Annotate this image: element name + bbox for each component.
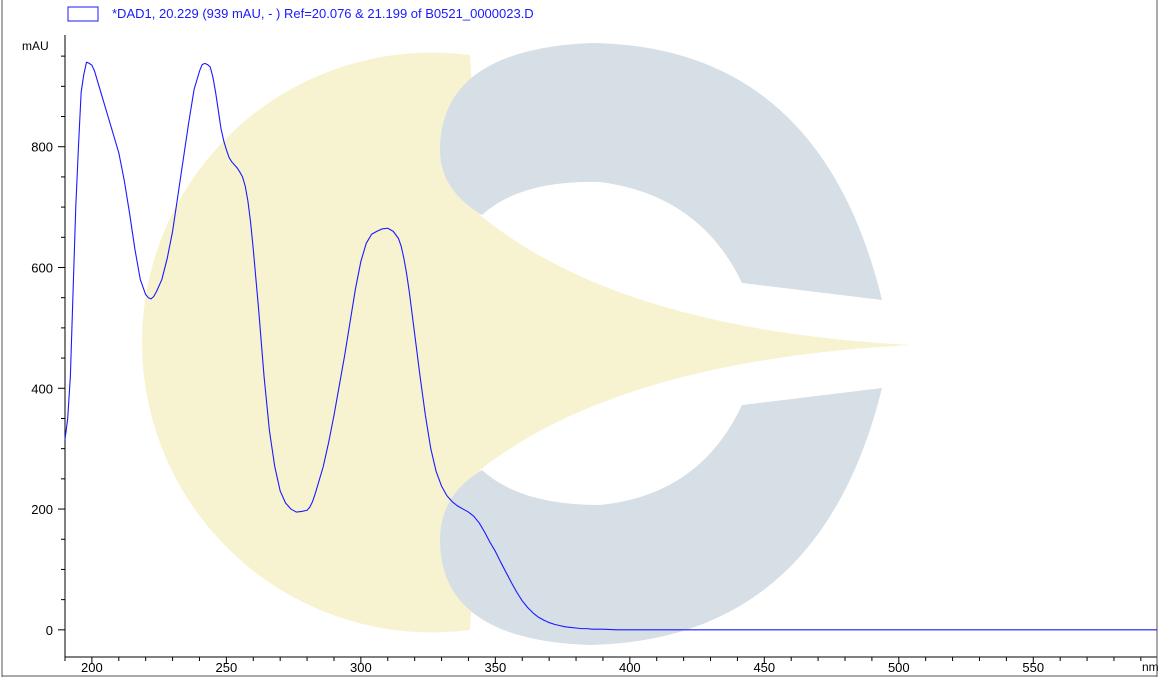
x-ticks: 200 250 300 350 400 450 500 550 bbox=[64, 657, 1142, 675]
series-group bbox=[64, 61, 1157, 631]
watermark-yellow-crescent bbox=[142, 52, 913, 633]
y-axis-label: mAU bbox=[22, 39, 49, 53]
x-tick-label: 300 bbox=[350, 660, 372, 675]
x-tick-label: 500 bbox=[888, 660, 910, 675]
y-ticks: 0 200 400 600 800 bbox=[31, 55, 65, 638]
legend: *DAD1, 20.229 (939 mAU, - ) Ref=20.076 &… bbox=[67, 6, 534, 22]
y-tick-label: 200 bbox=[31, 502, 53, 517]
x-tick-label: 450 bbox=[753, 660, 775, 675]
legend-swatch bbox=[67, 6, 99, 22]
c-logo-watermark bbox=[142, 43, 913, 645]
y-tick-label: 400 bbox=[31, 381, 53, 396]
y-tick-label: 600 bbox=[31, 260, 53, 275]
x-tick-label: 250 bbox=[216, 660, 238, 675]
y-tick-label: 0 bbox=[46, 623, 53, 638]
watermark-grey-upper-arc bbox=[440, 43, 882, 300]
x-tick-label: 350 bbox=[484, 660, 506, 675]
watermark-grey-lower-arc bbox=[440, 388, 882, 645]
series-line-0 bbox=[64, 61, 1157, 631]
legend-text: *DAD1, 20.229 (939 mAU, - ) Ref=20.076 &… bbox=[112, 6, 534, 21]
y-tick-label: 800 bbox=[31, 140, 53, 155]
x-axis-label: nm bbox=[1142, 660, 1158, 674]
x-tick-label: 200 bbox=[81, 660, 103, 675]
x-tick-label: 550 bbox=[1022, 660, 1044, 675]
x-tick-label: 400 bbox=[619, 660, 641, 675]
